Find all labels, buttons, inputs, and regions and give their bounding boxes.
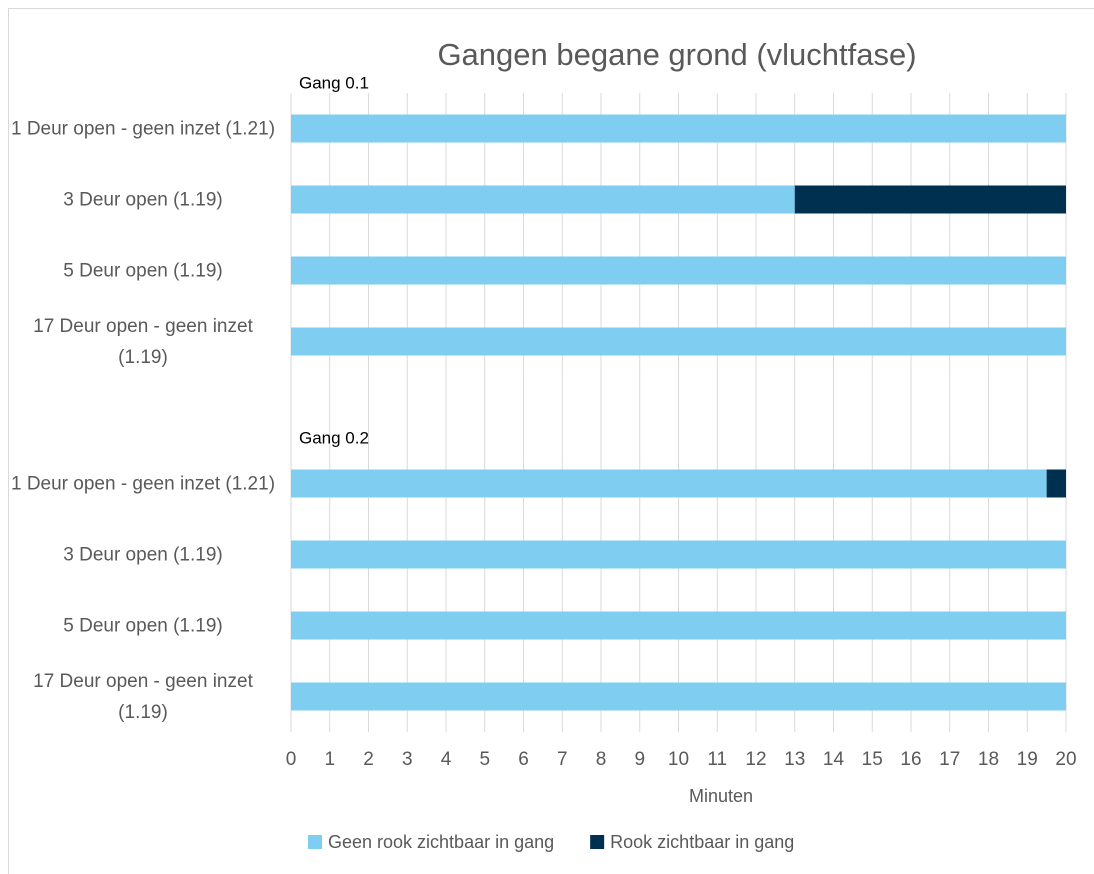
y-tick-label: 17 Deur open - geen inzet (1.19) [33, 670, 253, 723]
annotation: Gang 0.1 [299, 73, 369, 92]
x-tick-label: 8 [596, 749, 607, 770]
x-tick-label: 6 [518, 749, 529, 770]
x-tick-label: 13 [784, 749, 805, 770]
x-tick-label: 15 [862, 749, 883, 770]
bar-segment [291, 611, 1066, 640]
x-tick-label: 7 [557, 749, 568, 770]
y-tick-label: 1 Deur open - geen inzet (1.21) [10, 118, 276, 139]
x-tick-label: 20 [1055, 749, 1076, 770]
x-tick-label: 0 [286, 749, 297, 770]
legend-swatch [590, 835, 605, 849]
x-tick-label: 1 [324, 749, 335, 770]
legend-swatch [308, 835, 322, 849]
y-tick-label: 5 Deur open (1.19) [63, 615, 223, 636]
x-tick-label: 19 [1017, 749, 1038, 770]
chart-border [8, 8, 1094, 874]
x-tick-label: 12 [745, 749, 766, 770]
x-tick-label: 18 [978, 749, 999, 770]
y-tick-label: 1 Deur open - geen inzet (1.21) [10, 473, 276, 494]
x-tick-label: 16 [900, 749, 921, 770]
legend-label: Geen rook zichtbaar in gang [328, 832, 554, 852]
bar-segment [291, 256, 1066, 285]
legend-label: Rook zichtbaar in gang [610, 832, 794, 852]
bar-segment [291, 114, 1066, 143]
x-tick-label: 2 [363, 749, 374, 770]
bar-segment [291, 185, 795, 214]
y-tick-label: 5 Deur open (1.19) [63, 260, 223, 281]
bar-segment [291, 327, 1066, 356]
bar-segment [291, 682, 1066, 711]
bar-segment [291, 469, 1047, 498]
x-tick-label: 9 [634, 749, 645, 770]
y-tick-label: 17 Deur open - geen inzet (1.19) [33, 315, 253, 368]
x-tick-label: 17 [939, 749, 960, 770]
x-tick-label: 10 [668, 749, 689, 770]
x-tick-label: 11 [707, 749, 727, 770]
x-tick-label: 5 [479, 749, 490, 770]
y-tick-label: 3 Deur open (1.19) [63, 189, 223, 210]
y-tick-label: 3 Deur open (1.19) [63, 544, 223, 565]
annotation: Gang 0.2 [299, 428, 369, 447]
bar-segment [291, 540, 1066, 569]
x-tick-label: 14 [823, 749, 845, 770]
x-tick-label: 3 [402, 749, 413, 770]
x-axis-label: Minuten [689, 786, 753, 806]
bar-segment [1046, 469, 1066, 498]
x-tick-label: 4 [441, 749, 452, 770]
bar-segment [794, 185, 1066, 214]
chart-title: Gangen begane grond (vluchtfase) [437, 37, 916, 72]
